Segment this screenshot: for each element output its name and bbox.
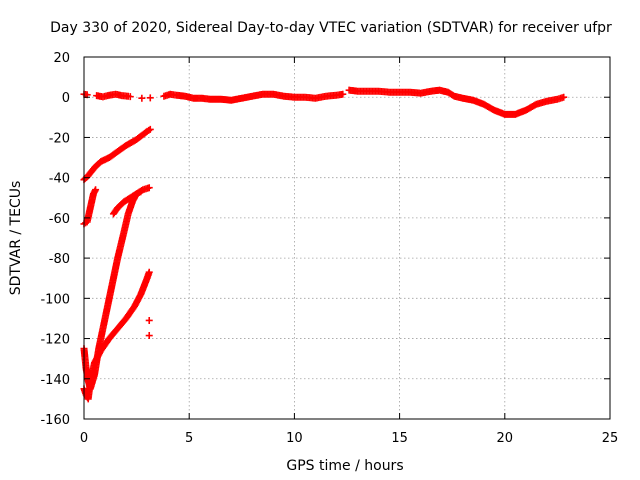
data-segment [80, 268, 153, 403]
data-point [145, 332, 153, 340]
y-tick-label: -120 [40, 333, 70, 348]
x-tick-label: 15 [391, 431, 408, 446]
x-tick-label: 10 [286, 431, 303, 446]
plot-frame [83, 56, 611, 420]
axis-ticks: 0 5 10 15 20 25 -160 -140 -120 -100 -80 -60 -40 -20 0 2… [40, 51, 618, 446]
data-segment [93, 90, 134, 101]
data-segment [145, 316, 153, 324]
x-tick-label: 5 [185, 431, 193, 446]
data-segment [80, 125, 154, 184]
data-point [145, 316, 153, 324]
data-segment [145, 332, 153, 340]
y-tick-label: -60 [49, 212, 70, 227]
x-tick-label: 25 [602, 431, 619, 446]
data-point [145, 184, 153, 192]
y-tick-label: -20 [49, 131, 70, 146]
data-point [339, 90, 347, 98]
data-point [145, 268, 153, 276]
chart-title: Day 330 of 2020, Sidereal Day-to-day VTE… [50, 20, 612, 36]
data-point [137, 188, 145, 196]
y-tick-label: 0 [62, 91, 70, 106]
y-tick-label: -160 [40, 413, 70, 428]
data-segment [345, 86, 568, 118]
y-axis-label: SDTVAR / TECUs [8, 181, 24, 296]
x-tick-label: 0 [80, 431, 88, 446]
data-point [126, 93, 134, 101]
x-axis-label: GPS time / hours [286, 458, 403, 474]
y-tick-label: 20 [53, 51, 70, 66]
y-tick-label: -140 [40, 373, 70, 388]
y-tick-label: -100 [40, 292, 70, 307]
grid-lines [84, 57, 610, 419]
y-tick-label: -40 [49, 172, 70, 187]
data-point [560, 93, 568, 101]
data-series [80, 86, 568, 403]
data-segment [138, 94, 146, 102]
data-segment [80, 186, 100, 228]
x-tick-label: 20 [497, 431, 514, 446]
data-point [146, 125, 154, 133]
data-point [146, 94, 154, 102]
data-segment [160, 90, 347, 104]
data-point [138, 94, 146, 102]
data-segment [146, 94, 154, 102]
y-tick-label: -80 [49, 252, 70, 267]
data-point [92, 186, 100, 194]
